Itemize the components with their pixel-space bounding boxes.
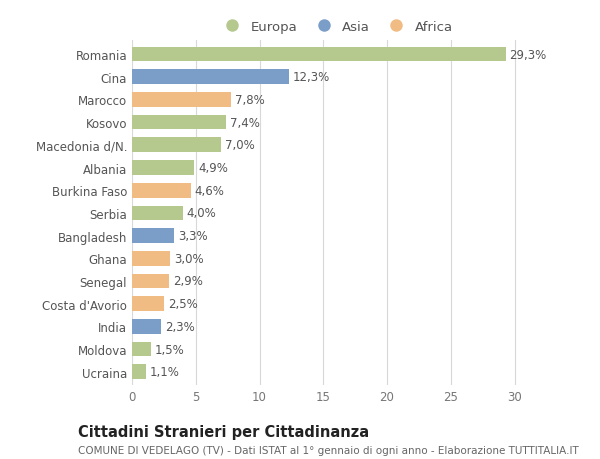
Text: 4,9%: 4,9% xyxy=(198,162,228,174)
Bar xyxy=(132,342,151,357)
Text: 7,0%: 7,0% xyxy=(225,139,255,152)
Text: COMUNE DI VEDELAGO (TV) - Dati ISTAT al 1° gennaio di ogni anno - Elaborazione T: COMUNE DI VEDELAGO (TV) - Dati ISTAT al … xyxy=(78,445,579,455)
Legend: Europa, Asia, Africa: Europa, Asia, Africa xyxy=(215,17,457,38)
Bar xyxy=(132,93,232,107)
Bar xyxy=(132,184,191,198)
Text: 3,3%: 3,3% xyxy=(178,230,208,242)
Bar xyxy=(132,48,506,62)
Text: 2,5%: 2,5% xyxy=(168,297,197,310)
Bar xyxy=(132,70,289,85)
Bar xyxy=(132,252,170,266)
Bar xyxy=(132,274,169,289)
Text: 2,9%: 2,9% xyxy=(173,275,203,288)
Text: 4,0%: 4,0% xyxy=(187,207,217,220)
Text: Cittadini Stranieri per Cittadinanza: Cittadini Stranieri per Cittadinanza xyxy=(78,425,369,440)
Bar xyxy=(132,206,183,221)
Text: 7,8%: 7,8% xyxy=(235,94,265,106)
Bar xyxy=(132,161,194,175)
Bar xyxy=(132,364,146,379)
Text: 1,5%: 1,5% xyxy=(155,343,185,356)
Bar xyxy=(132,229,174,243)
Text: 12,3%: 12,3% xyxy=(293,71,330,84)
Text: 3,0%: 3,0% xyxy=(174,252,204,265)
Text: 29,3%: 29,3% xyxy=(509,48,547,62)
Text: 7,4%: 7,4% xyxy=(230,117,260,129)
Bar xyxy=(132,297,164,311)
Bar xyxy=(132,138,221,153)
Text: 4,6%: 4,6% xyxy=(194,185,224,197)
Bar xyxy=(132,116,226,130)
Text: 2,3%: 2,3% xyxy=(165,320,195,333)
Bar xyxy=(132,319,161,334)
Text: 1,1%: 1,1% xyxy=(150,365,180,379)
